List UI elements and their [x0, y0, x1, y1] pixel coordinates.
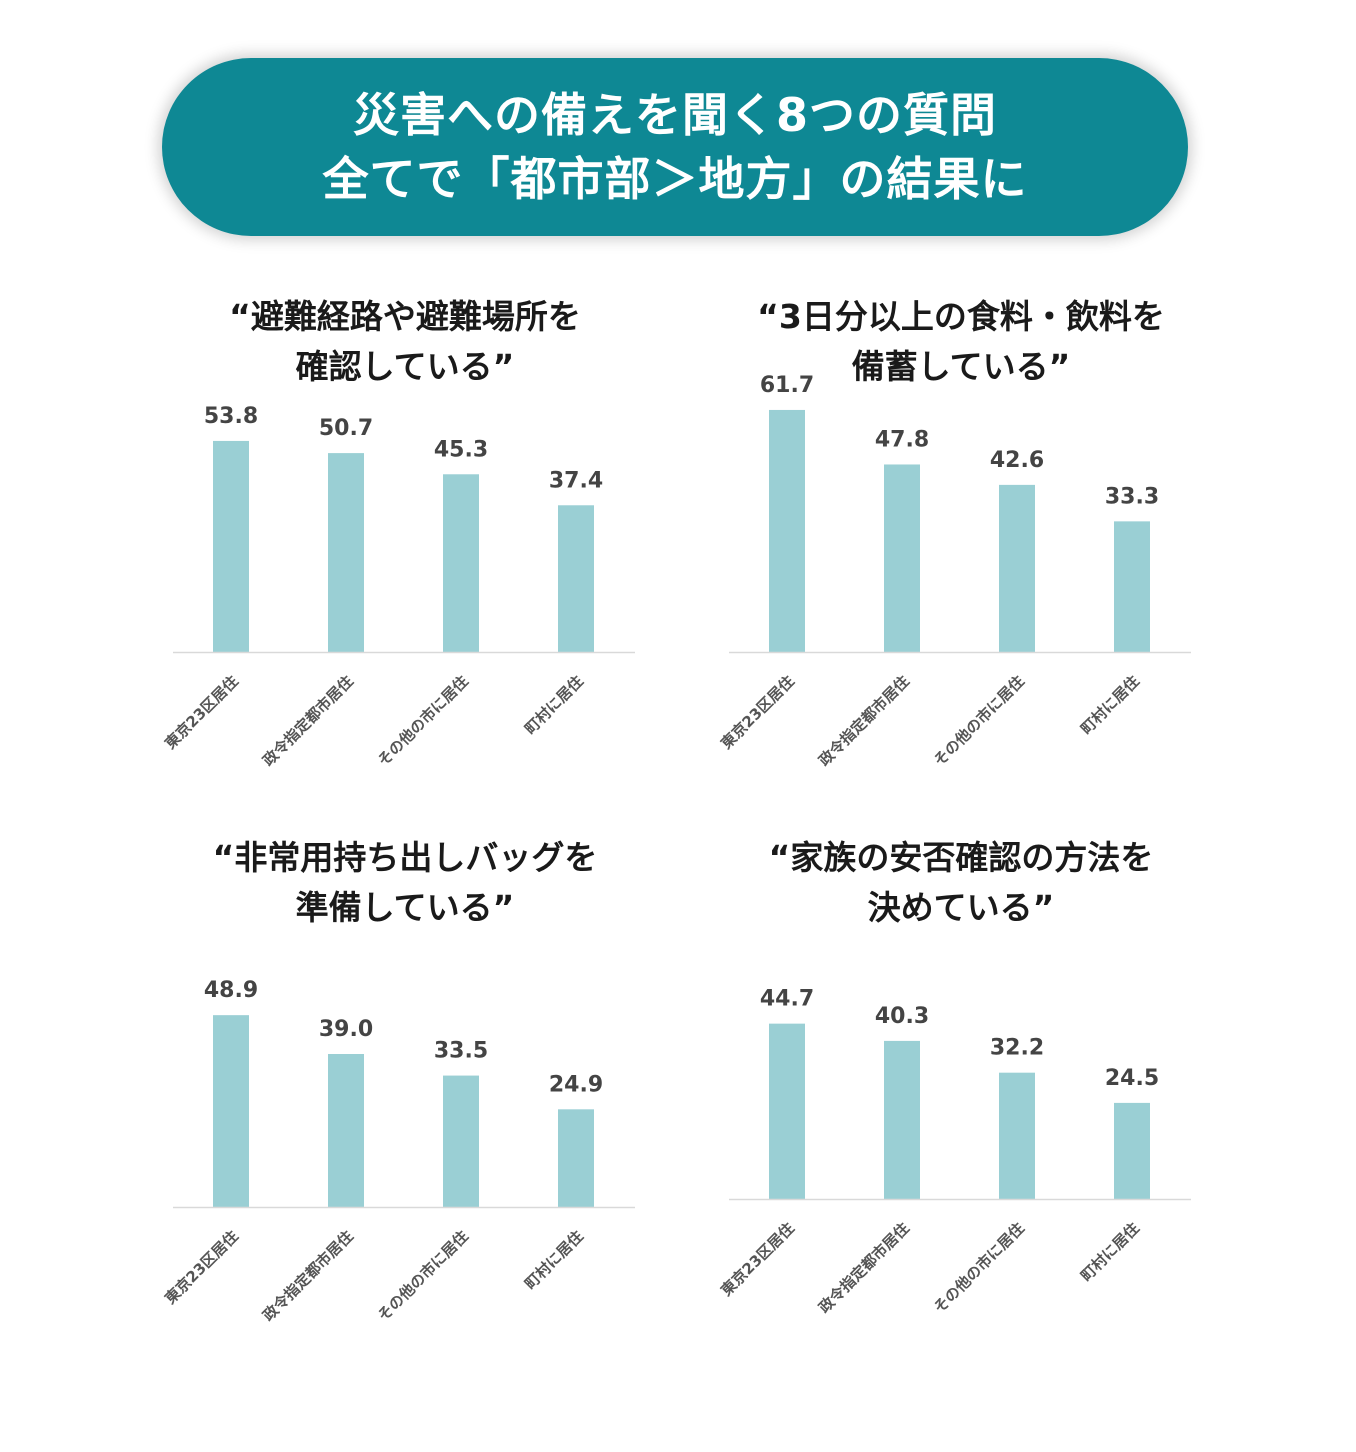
bar — [443, 474, 479, 652]
category-label: その他の市に居住 — [374, 1227, 472, 1325]
header-title-line-1: 災害への備えを聞く8つの質問 — [352, 88, 997, 142]
bar — [328, 453, 364, 652]
bar — [999, 1072, 1035, 1199]
category-label: 町村に居住 — [521, 1227, 587, 1293]
data-label: 50.7 — [319, 416, 373, 441]
bar — [1114, 521, 1150, 652]
chart-title: “家族の安否確認の方法を 決めている” — [681, 833, 1241, 933]
category-label: 政令指定都市居住 — [259, 672, 357, 770]
bar — [558, 505, 594, 652]
header-title-line-2: 全てで「都市部＞地方」の結果に — [322, 152, 1028, 206]
category-label: その他の市に居住 — [374, 672, 472, 770]
chart-title-line-1: “避難経路や避難場所を — [229, 297, 581, 336]
category-label: 東京23区居住 — [161, 672, 242, 753]
chart-title-line-2: 確認している” — [295, 347, 515, 386]
bar — [769, 1023, 805, 1199]
chart-title-line-2: 準備している” — [295, 888, 515, 927]
data-label: 44.7 — [760, 987, 814, 1012]
data-label: 48.9 — [204, 978, 258, 1003]
bar — [558, 1109, 594, 1207]
data-label: 24.5 — [1105, 1066, 1159, 1091]
data-label: 33.5 — [434, 1039, 488, 1064]
chart-title: “非常用持ち出しバッグを 準備している” — [125, 833, 685, 933]
chart-panel-family-safety: “家族の安否確認の方法を 決めている” 44.7 40.3 32.2 24.5 東京23… — [681, 833, 1241, 1393]
bar — [328, 1054, 364, 1207]
chart-panel-food-stock: “3日分以上の食料・飲料を 備蓄している” 61.7 47.8 42.6 33.3 東京… — [681, 292, 1241, 852]
category-label: 東京23区居住 — [161, 1227, 242, 1308]
bar — [1114, 1102, 1150, 1199]
data-label: 47.8 — [875, 427, 929, 452]
data-label: 32.2 — [990, 1036, 1044, 1061]
data-label: 40.3 — [875, 1004, 929, 1029]
data-label: 33.3 — [1105, 484, 1159, 509]
bar — [884, 1040, 920, 1199]
chart-title: “避難経路や避難場所を 確認している” — [125, 292, 685, 392]
category-label: 東京23区居住 — [717, 1219, 798, 1300]
data-label: 53.8 — [204, 404, 258, 429]
chart-panel-evacuation-route: “避難経路や避難場所を 確認している” 53.8 50.7 45.3 37.4 東京23… — [125, 292, 685, 852]
category-label: 町村に居住 — [1077, 672, 1143, 738]
category-label: その他の市に居住 — [930, 1219, 1028, 1317]
bar — [213, 1015, 249, 1207]
bar-chart: 48.9 39.0 33.5 24.9 東京23区居住 政令指定都市居住 その他の市に居住町… — [161, 978, 635, 1325]
category-label: 政令指定都市居住 — [815, 1219, 913, 1317]
data-label: 61.7 — [760, 373, 814, 398]
data-label: 24.9 — [549, 1072, 603, 1097]
chart-panel-emergency-bag: “非常用持ち出しバッグを 準備している” 48.9 39.0 33.5 24.9 東京2… — [125, 833, 685, 1393]
category-label: 政令指定都市居住 — [259, 1227, 357, 1325]
chart-title-line-1: “家族の安否確認の方法を — [768, 838, 1154, 877]
bar — [443, 1075, 479, 1207]
bar-chart: 44.7 40.3 32.2 24.5 東京23区居住 政令指定都市居住 その他の市に居住町… — [717, 987, 1191, 1317]
data-label: 45.3 — [434, 437, 488, 462]
bar — [999, 484, 1035, 652]
bar-chart: 61.7 47.8 42.6 33.3 東京23区居住 政令指定都市居住 その他の市に居住町… — [717, 373, 1191, 770]
data-label: 42.6 — [990, 448, 1044, 473]
data-label: 39.0 — [319, 1017, 373, 1042]
header-banner: 災害への備えを聞く8つの質問 全てで「都市部＞地方」の結果に — [162, 58, 1188, 236]
category-label: 政令指定都市居住 — [815, 672, 913, 770]
category-label: 町村に居住 — [1077, 1219, 1143, 1285]
category-label: 町村に居住 — [521, 672, 587, 738]
chart-title: “3日分以上の食料・飲料を 備蓄している” — [681, 292, 1241, 392]
bar-chart: 53.8 50.7 45.3 37.4 東京23区居住 政令指定都市居住 その他の市に居住町… — [161, 404, 635, 770]
bar — [884, 464, 920, 652]
chart-title-line-1: “非常用持ち出しバッグを — [212, 838, 598, 877]
chart-title-line-1: “3日分以上の食料・飲料を — [757, 297, 1165, 336]
category-label: 東京23区居住 — [717, 672, 798, 753]
chart-title-line-2: 備蓄している” — [851, 347, 1071, 386]
bar — [213, 440, 249, 652]
data-label: 37.4 — [549, 468, 603, 493]
chart-title-line-2: 決めている” — [867, 888, 1055, 927]
category-label: その他の市に居住 — [930, 672, 1028, 770]
bar — [769, 409, 805, 652]
